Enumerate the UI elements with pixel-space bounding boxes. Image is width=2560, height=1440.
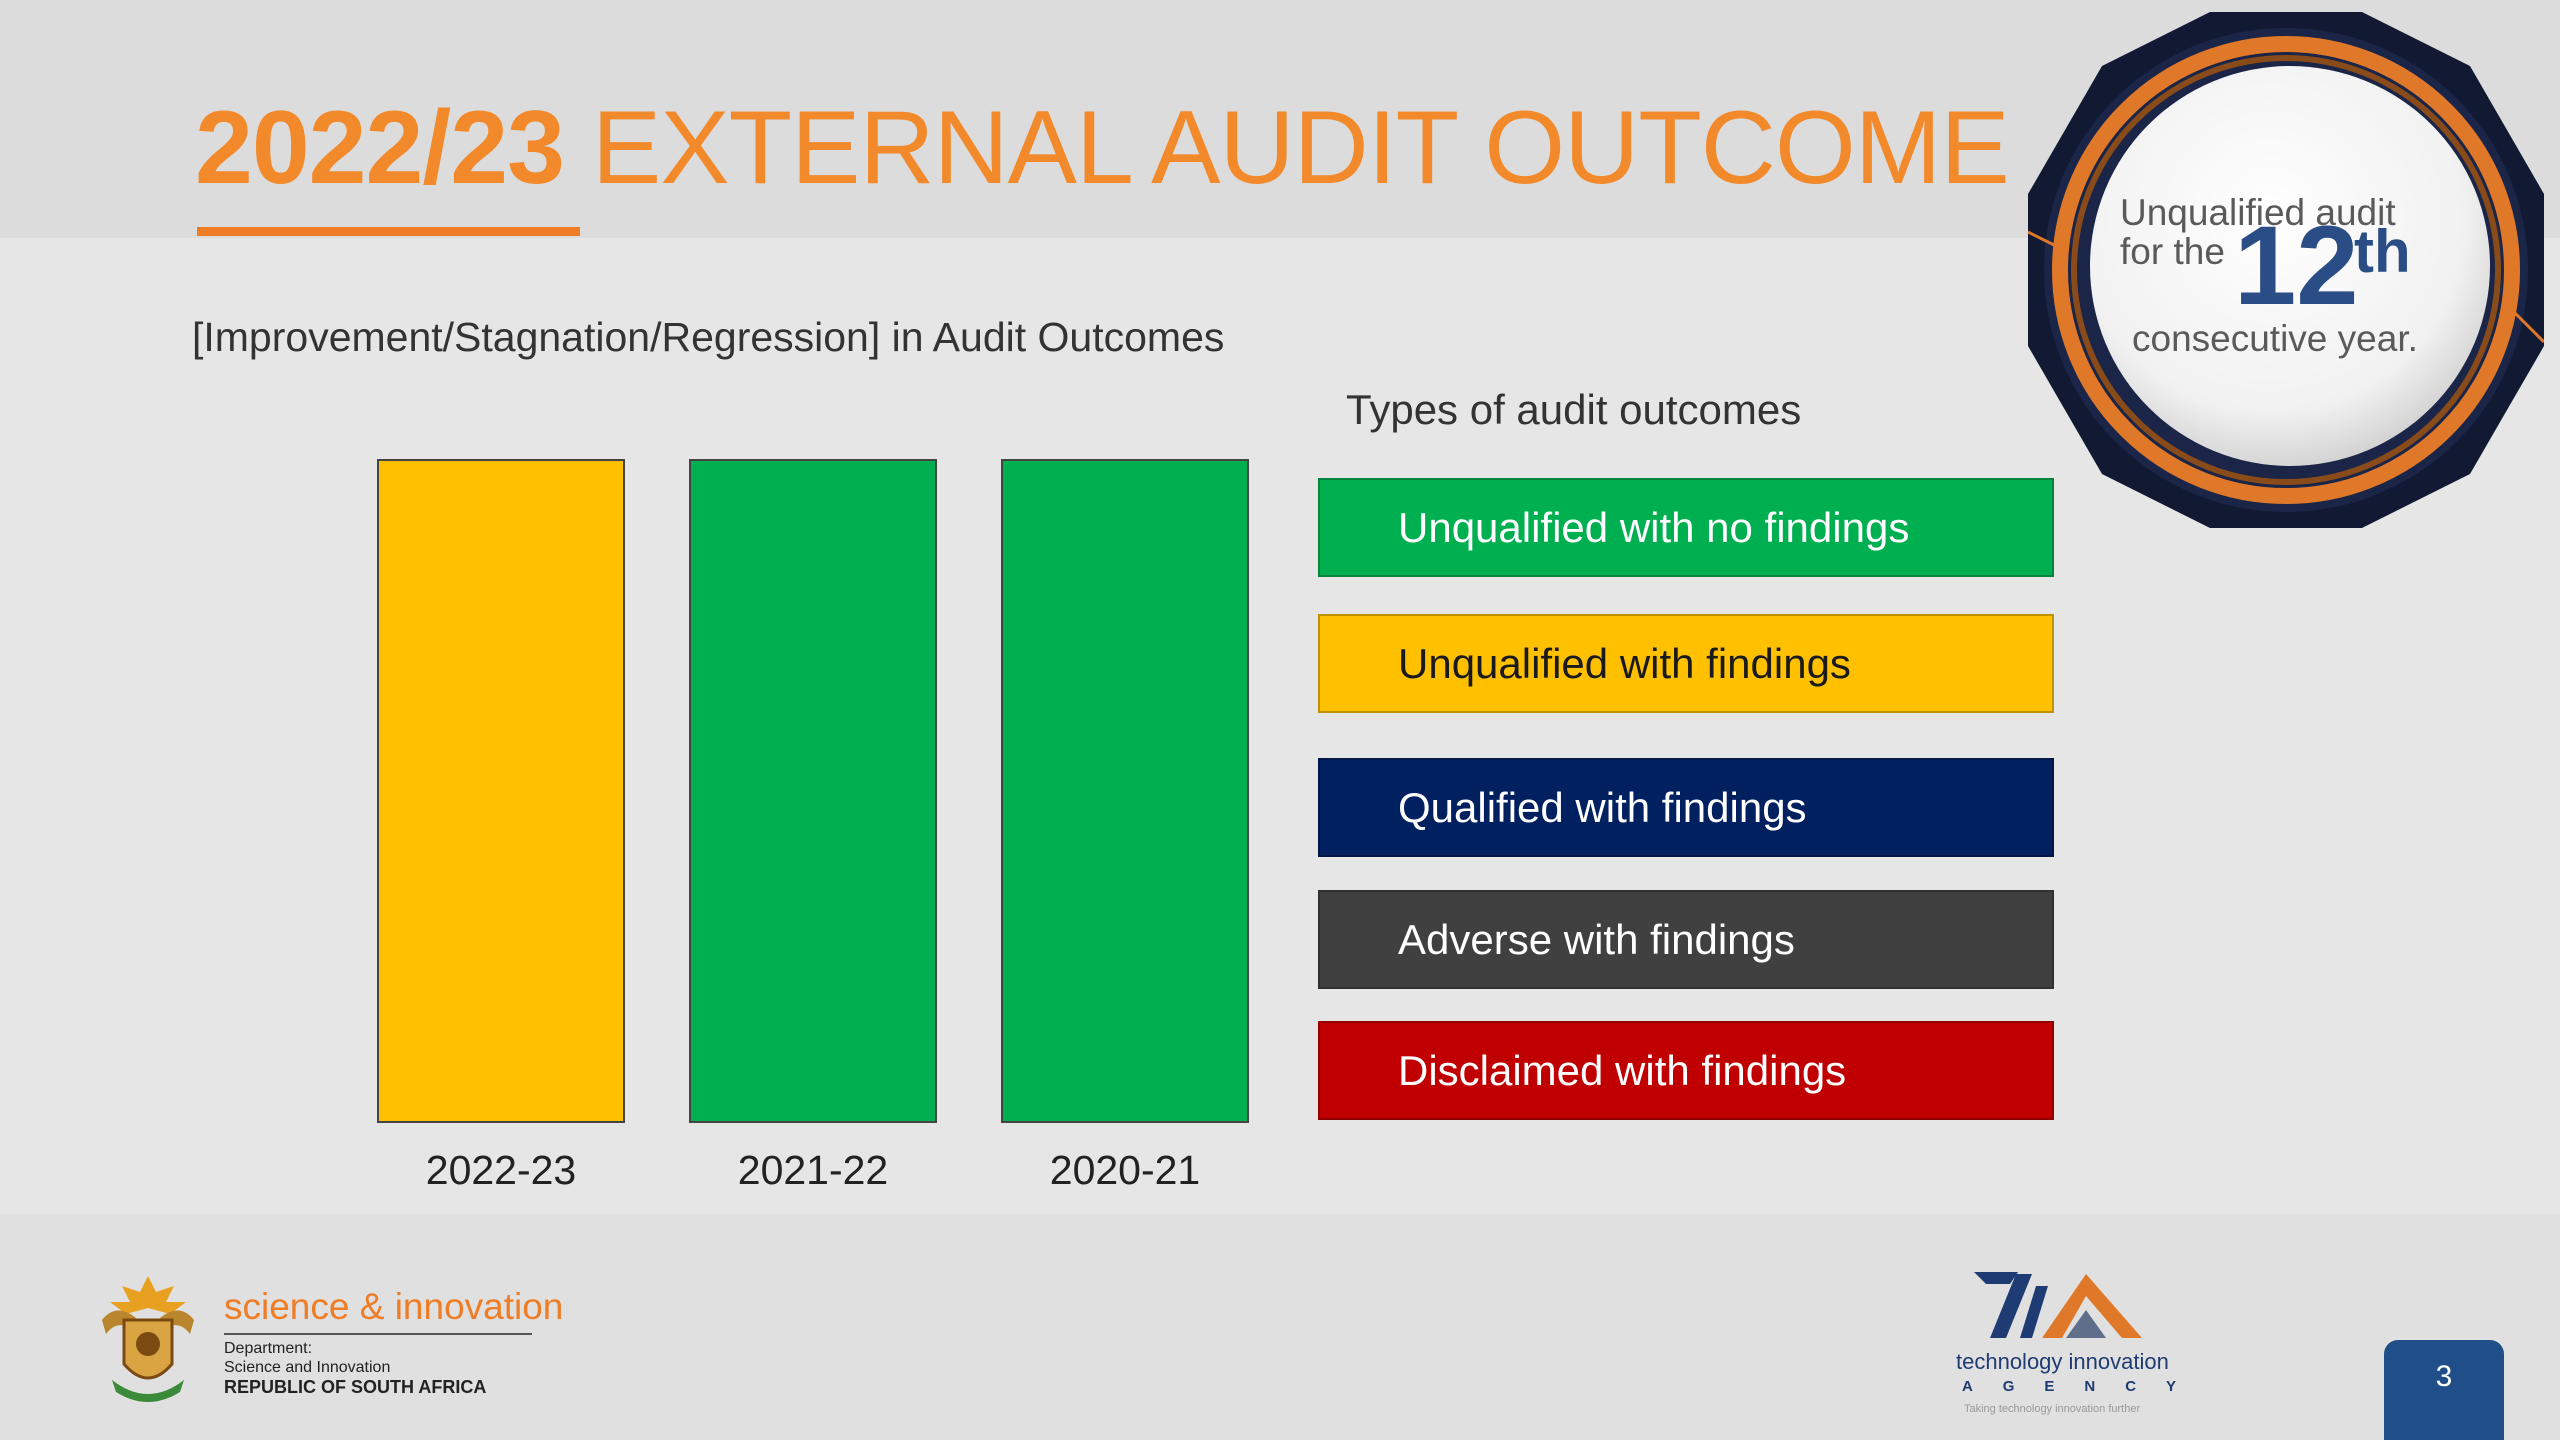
legend-item-unqualified-no-findings: Unqualified with no findings xyxy=(1318,478,2054,577)
badge-emblem-icon xyxy=(2027,12,2546,528)
legend-item-adverse-with-findings: Adverse with findings xyxy=(1318,890,2054,989)
title-year: 2022/23 xyxy=(195,90,565,206)
bar-2021-22 xyxy=(689,459,937,1123)
legend-item-disclaimed-with-findings: Disclaimed with findings xyxy=(1318,1021,2054,1120)
agency-letter: A xyxy=(1962,1378,1973,1395)
badge-line2-prefix: for the xyxy=(2120,231,2225,272)
agency-word: A G E N C Y xyxy=(1962,1378,2176,1395)
bar-2022-23 xyxy=(377,459,625,1123)
x-tick-label: 2020-21 xyxy=(1050,1147,1200,1193)
department-line: REPUBLIC OF SOUTH AFRICA xyxy=(224,1377,487,1397)
page-number: 3 xyxy=(2384,1340,2504,1440)
agency-letter: E xyxy=(2044,1378,2055,1395)
legend-title: Types of audit outcomes xyxy=(1346,386,1802,433)
legend-item-unqualified-with-findings: Unqualified with findings xyxy=(1318,614,2054,713)
agency-letter: G xyxy=(2002,1378,2015,1395)
page-title: 2022/23 EXTERNAL AUDIT OUTCOME xyxy=(195,96,2010,200)
legend-item-label: Qualified with findings xyxy=(1398,783,1807,831)
x-tick-label: 2022-23 xyxy=(426,1147,576,1193)
footer-band xyxy=(0,1214,2560,1440)
legend-item-qualified-with-findings: Qualified with findings xyxy=(1318,758,2054,857)
badge-line3: consecutive year. xyxy=(2132,318,2418,359)
x-tick-label: 2021-22 xyxy=(738,1147,888,1193)
legend-item-label: Disclaimed with findings xyxy=(1398,1046,1847,1094)
coat-of-arms-logo xyxy=(102,1276,194,1402)
agency-tagline: Taking technology innovation further xyxy=(1964,1403,2141,1415)
badge-line1: Unqualified audit xyxy=(2120,192,2396,233)
department-line: Department: xyxy=(224,1340,313,1357)
department-name: science & innovation xyxy=(224,1286,564,1327)
department-line: Science and Innovation xyxy=(224,1359,391,1376)
agency-letter: N xyxy=(2084,1378,2096,1395)
legend-item-label: Unqualified with no findings xyxy=(1398,503,1910,551)
agency-letter: C xyxy=(2125,1378,2137,1395)
badge-suffix: th xyxy=(2354,218,2411,285)
agency-name: technology innovation xyxy=(1956,1349,2169,1374)
agency-letter: Y xyxy=(2165,1378,2176,1395)
badge-number: 12 xyxy=(2234,203,2359,328)
twelfth-year-badge: Unqualified audit for the 12 th consecut… xyxy=(2027,12,2546,528)
department-divider xyxy=(224,1333,532,1335)
bar-2020-21 xyxy=(1001,459,1249,1123)
title-rest: EXTERNAL AUDIT OUTCOME xyxy=(563,90,2010,206)
chart-subtitle: [Improvement/Stagnation/Regression] in A… xyxy=(192,314,1225,360)
tia-logo-icon xyxy=(1974,1272,2142,1338)
title-underline xyxy=(197,227,580,236)
legend-item-label: Adverse with findings xyxy=(1398,915,1795,963)
legend-item-label: Unqualified with findings xyxy=(1398,639,1851,687)
